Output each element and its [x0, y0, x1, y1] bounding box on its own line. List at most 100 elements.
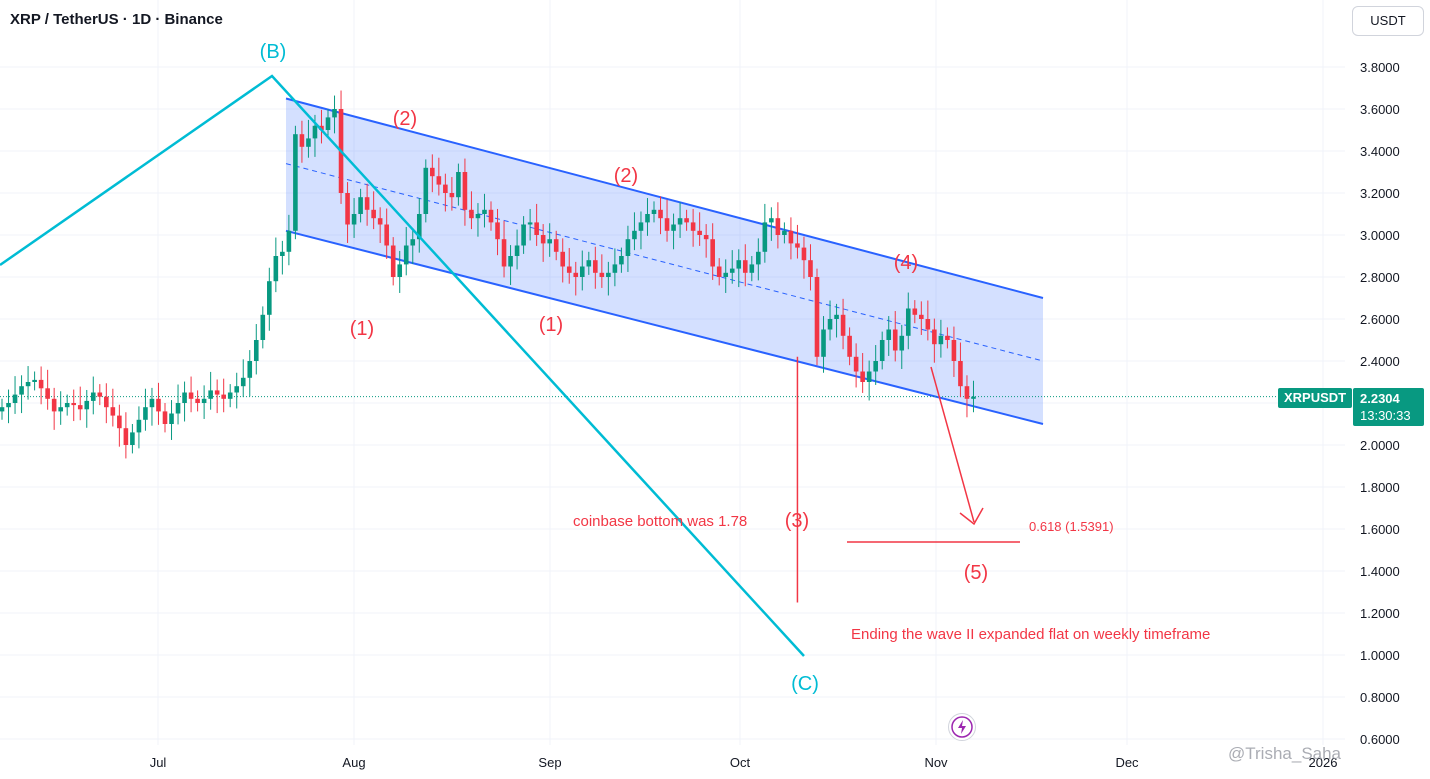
wave-label-1a: (1) — [350, 318, 374, 340]
candle-body — [410, 239, 416, 246]
candle-body — [45, 388, 50, 399]
x-tick-label: 2026 — [1309, 755, 1338, 770]
candle-body — [221, 394, 226, 399]
y-tick-label: 0.6000 — [1360, 732, 1400, 747]
candle-body — [599, 272, 605, 277]
candle-body — [482, 209, 487, 214]
candle-body — [0, 407, 5, 412]
candle-body — [201, 398, 207, 403]
candle-body — [756, 251, 761, 265]
candle-body — [123, 428, 129, 445]
candle-body — [377, 218, 383, 225]
abc-waves: (B) (C) — [0, 41, 819, 695]
candle-body — [625, 239, 631, 256]
flash-icon[interactable] — [948, 713, 976, 741]
channel-upper-line — [285, 97, 1044, 299]
candle-body — [162, 411, 168, 424]
y-tick-label: 3.8000 — [1360, 60, 1400, 75]
projection-arrow-shaft — [930, 366, 975, 523]
x-tick-label: Jul — [150, 755, 167, 770]
x-tick-label: Oct — [730, 755, 751, 770]
candle-body — [958, 361, 963, 387]
candle-body — [32, 379, 37, 382]
candle-body — [527, 222, 533, 225]
candle-body — [814, 277, 820, 357]
candle-body — [560, 251, 566, 267]
candle-body — [762, 222, 768, 252]
candle-body — [403, 245, 409, 265]
candle-body — [710, 239, 715, 267]
currency-button[interactable]: USDT — [1352, 6, 1424, 36]
candle-body — [645, 214, 650, 223]
candle-body — [299, 134, 305, 147]
coinbase-note: coinbase bottom was 1.78 — [573, 513, 747, 530]
candle-body — [214, 390, 220, 395]
candle-body — [684, 218, 689, 223]
candle-body — [175, 403, 181, 414]
candle-body — [919, 314, 924, 319]
channel-mid-line — [285, 163, 1044, 362]
last-price-tag: 2.2304 13:30:33 — [1353, 388, 1424, 426]
y-tick-label: 1.8000 — [1360, 480, 1400, 495]
candle-body — [703, 235, 709, 240]
y-tick-label: 2.4000 — [1360, 354, 1400, 369]
candle-body — [782, 230, 787, 235]
channel-lower-line — [285, 229, 1044, 425]
author-watermark: @Trisha_Saha — [1228, 744, 1342, 763]
y-tick-label: 2.6000 — [1360, 312, 1400, 327]
candle-body — [286, 230, 292, 252]
candle-body — [325, 117, 331, 130]
candle-body — [723, 272, 729, 277]
candle-body — [501, 239, 507, 267]
wave-label-3: (3) — [785, 510, 809, 532]
candle-body — [827, 319, 833, 330]
candle-body — [456, 172, 461, 198]
candle-body — [443, 184, 448, 193]
candle-body — [540, 235, 546, 244]
candle-body — [716, 266, 722, 277]
candle-body — [227, 392, 233, 399]
candle-body — [273, 256, 279, 282]
candle-body — [892, 329, 898, 351]
candle-body — [136, 419, 142, 433]
candle-body — [619, 256, 624, 265]
chart-title: XRP / TetherUS · 1D · Binance — [10, 11, 223, 28]
y-tick-label: 1.0000 — [1360, 648, 1400, 663]
symbol-price-tag: XRPUSDT — [1278, 388, 1353, 408]
wave-note: Ending the wave II expanded flat on week… — [851, 626, 1210, 643]
y-tick-label: 1.4000 — [1360, 564, 1400, 579]
candle-body — [488, 209, 494, 223]
x-tick-label: Nov — [924, 755, 948, 770]
candle-body — [358, 197, 363, 214]
candle-body — [951, 340, 957, 361]
candle-body — [143, 407, 148, 420]
candle-body — [925, 319, 931, 330]
candle-body — [749, 264, 755, 273]
candle-body — [873, 361, 878, 372]
candle-body — [90, 392, 96, 401]
last-price-value: 2.2304 — [1360, 391, 1400, 406]
y-tick-label: 2.0000 — [1360, 438, 1400, 453]
candle-body — [51, 398, 57, 412]
candle-body — [84, 400, 90, 410]
candle-body — [638, 222, 644, 231]
channel-fill — [286, 98, 1043, 424]
candle-body — [593, 260, 598, 273]
fib-label: 0.618 (1.5391) — [1029, 519, 1114, 534]
candle-body — [847, 335, 852, 357]
candle-body — [423, 167, 429, 214]
candle-body — [971, 396, 976, 399]
candle-body — [534, 222, 539, 235]
y-tick-label: 3.6000 — [1360, 102, 1400, 117]
candle-body — [508, 256, 513, 267]
candle-body — [905, 308, 911, 336]
candle-body — [430, 167, 435, 177]
candle-body — [371, 209, 376, 219]
candle-body — [267, 281, 272, 315]
candle-body — [449, 193, 455, 198]
candle-body — [932, 329, 937, 345]
candle-body — [110, 407, 116, 416]
candle-body — [475, 214, 481, 219]
wave-label-1b: (1) — [539, 314, 563, 336]
